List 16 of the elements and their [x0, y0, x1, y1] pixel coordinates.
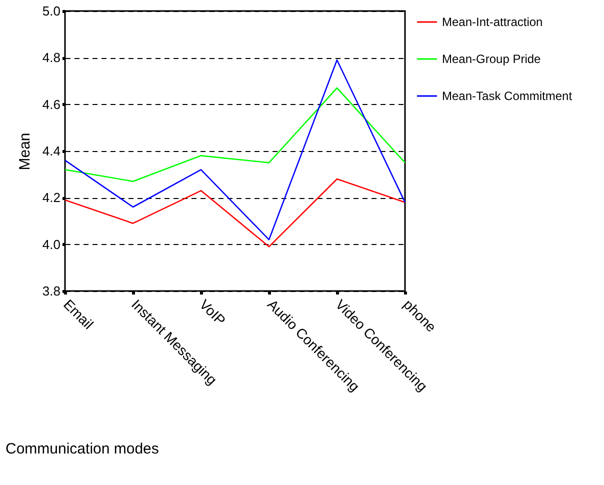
y-tick-label: 5.0 — [42, 4, 60, 18]
legend-label: Mean-Int-attraction — [442, 15, 543, 29]
y-tick-label: 4.4 — [42, 144, 60, 158]
y-tick-label: 4.0 — [42, 236, 60, 252]
y-tick-label: 3.8 — [42, 284, 60, 298]
legend-label: Mean-Group Pride — [442, 52, 542, 66]
y-tick-label: 4.8 — [42, 50, 60, 66]
y-axis-title: Mean — [16, 132, 34, 170]
y-tick-label: 4.6 — [42, 96, 60, 112]
legend-label: Mean-Task Commitment — [442, 89, 573, 103]
y-tick-label: 4.2 — [42, 190, 60, 206]
x-axis-title: Communication modes — [6, 440, 159, 458]
x-tick-label: VoIP — [196, 296, 229, 328]
line-series — [64, 59, 406, 240]
line-series — [64, 87, 406, 182]
line-series — [64, 178, 406, 248]
